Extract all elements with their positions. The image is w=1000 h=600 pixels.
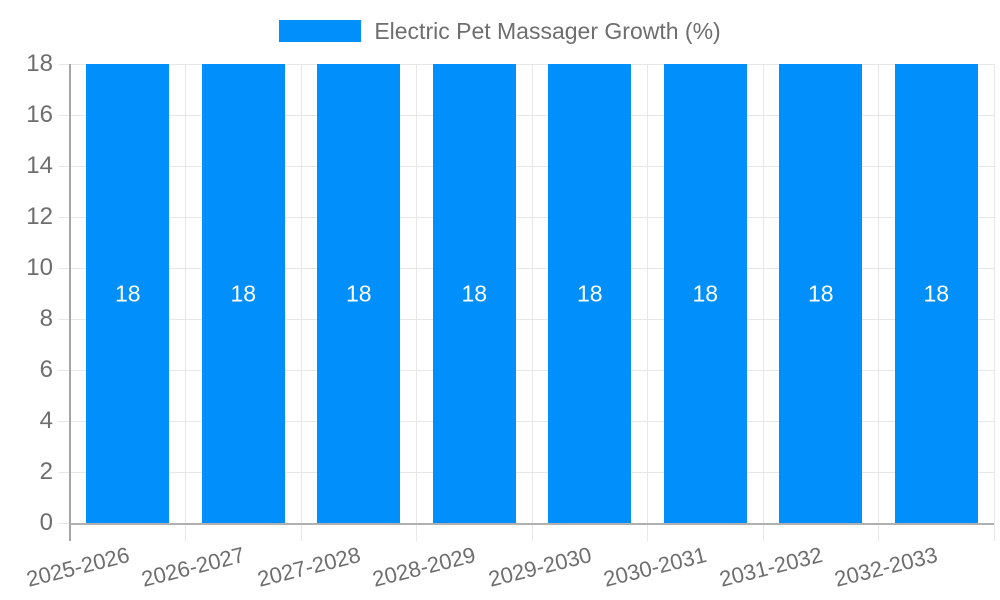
y-axis-tick-label: 12 — [26, 203, 53, 230]
x-axis-tick-label: 2026-2027 — [138, 542, 248, 592]
v-gridline — [416, 64, 417, 541]
y-axis-tick-label: 18 — [26, 50, 53, 77]
v-gridline — [762, 64, 764, 541]
y-axis-tick-label: 6 — [39, 356, 53, 383]
h-gridline — [58, 420, 994, 422]
h-gridline — [58, 369, 994, 371]
x-axis-tick-label: 2031-2032 — [716, 542, 825, 592]
y-axis-tick-label: 4 — [39, 407, 53, 434]
bar-value-label: 18 — [807, 280, 834, 306]
y-axis-tick-label: 0 — [39, 509, 53, 536]
bar-value-label: 18 — [345, 280, 372, 306]
y-axis-tick-label: 10 — [26, 254, 53, 281]
h-gridline — [58, 114, 994, 116]
x-axis-tick-label: 2025-2026 — [23, 542, 132, 592]
v-gridline — [993, 64, 995, 541]
bar[interactable] — [86, 64, 170, 523]
x-axis-tick-label: 2027-2028 — [254, 542, 363, 592]
legend-item[interactable]: Electric Pet Massager Growth (%) — [279, 18, 721, 44]
v-gridline — [531, 64, 533, 541]
bar-value-label: 18 — [230, 280, 257, 306]
x-axis-tick-label: 2032-2033 — [831, 542, 941, 592]
bar[interactable] — [663, 64, 747, 523]
bar[interactable] — [548, 64, 632, 523]
legend-swatch — [279, 20, 362, 42]
bar[interactable] — [894, 64, 978, 523]
h-gridline — [58, 63, 994, 65]
h-gridline — [58, 471, 994, 473]
h-gridline — [58, 165, 994, 167]
chart-legend: Electric Pet Massager Growth (%) — [0, 18, 1000, 44]
x-axis-tick-label: 2030-2031 — [600, 542, 710, 592]
y-axis-tick-label: 16 — [26, 101, 53, 128]
bar[interactable] — [432, 64, 516, 523]
y-axis-tick-label: 8 — [39, 305, 53, 332]
bar[interactable] — [317, 64, 401, 523]
bar-value-label: 18 — [461, 280, 488, 306]
y-axis-tick-label: 14 — [26, 152, 53, 179]
x-axis-line — [70, 523, 994, 525]
legend-label: Electric Pet Massager Growth (%) — [374, 18, 721, 44]
bar[interactable] — [201, 64, 285, 523]
bar-value-label: 18 — [114, 280, 141, 306]
bar-value-label: 18 — [576, 280, 603, 306]
bar-value-label: 18 — [923, 280, 950, 306]
v-gridline — [878, 64, 879, 541]
h-gridline — [58, 216, 994, 218]
y-axis-line — [69, 64, 71, 541]
bar-value-label: 18 — [692, 280, 719, 306]
h-gridline — [58, 267, 994, 269]
v-gridline — [300, 64, 302, 541]
v-gridline — [185, 64, 186, 541]
v-gridline — [647, 64, 648, 541]
x-axis-tick-label: 2029-2030 — [485, 542, 594, 592]
y-axis-tick-label: 2 — [39, 458, 53, 485]
bar[interactable] — [779, 64, 863, 523]
h-gridline — [58, 318, 994, 320]
x-axis-tick-label: 2028-2029 — [369, 542, 479, 592]
